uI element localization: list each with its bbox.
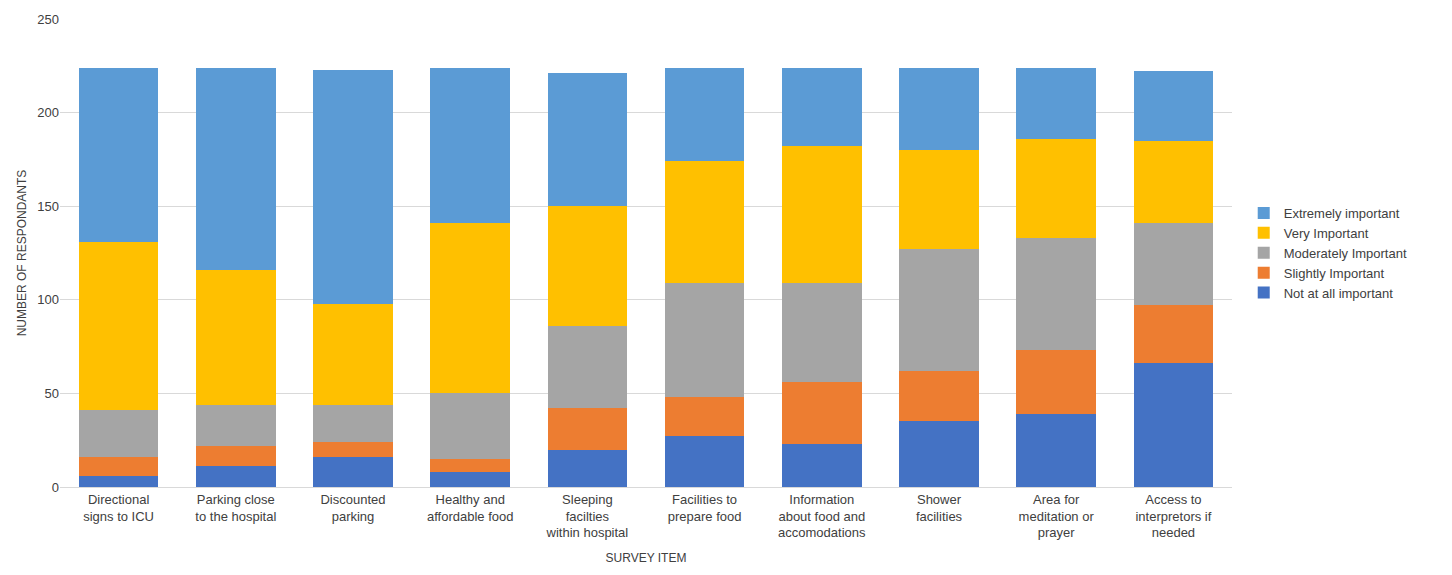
- svg-text:Moderately Important: Moderately Important: [1284, 246, 1407, 261]
- svg-text:0: 0: [52, 480, 59, 495]
- svg-text:100: 100: [37, 292, 59, 307]
- svg-text:Very Important: Very Important: [1284, 226, 1369, 241]
- svg-text:Extremely important: Extremely important: [1284, 206, 1400, 221]
- svg-text:Directionalsigns to ICU: Directionalsigns to ICU: [83, 492, 154, 524]
- svg-text:150: 150: [37, 199, 59, 214]
- svg-text:SURVEY ITEM: SURVEY ITEM: [606, 551, 687, 565]
- svg-text:Access tointerpretors ifneeded: Access tointerpretors ifneeded: [1135, 492, 1211, 541]
- svg-text:50: 50: [45, 386, 59, 401]
- svg-text:Healthy andaffordable food: Healthy andaffordable food: [427, 492, 514, 524]
- svg-text:Discountedparking: Discountedparking: [320, 492, 385, 524]
- svg-text:200: 200: [37, 105, 59, 120]
- svg-text:Not at all important: Not at all important: [1284, 286, 1393, 301]
- svg-text:Sleepingfaciltieswithin hospit: Sleepingfaciltieswithin hospital: [546, 492, 629, 541]
- svg-text:Area formeditation orprayer: Area formeditation orprayer: [1019, 492, 1095, 541]
- svg-text:NUMBER OF RESPONDANTS: NUMBER OF RESPONDANTS: [15, 170, 29, 337]
- svg-text:Slightly Important: Slightly Important: [1284, 266, 1385, 281]
- svg-text:Showerfacilities: Showerfacilities: [916, 492, 963, 524]
- svg-text:250: 250: [37, 12, 59, 27]
- svg-text:Informationabout food andaccom: Informationabout food andaccomodations: [778, 492, 866, 541]
- svg-text:Parking closeto the hospital: Parking closeto the hospital: [195, 492, 276, 524]
- svg-text:Facilities toprepare food: Facilities toprepare food: [668, 492, 742, 524]
